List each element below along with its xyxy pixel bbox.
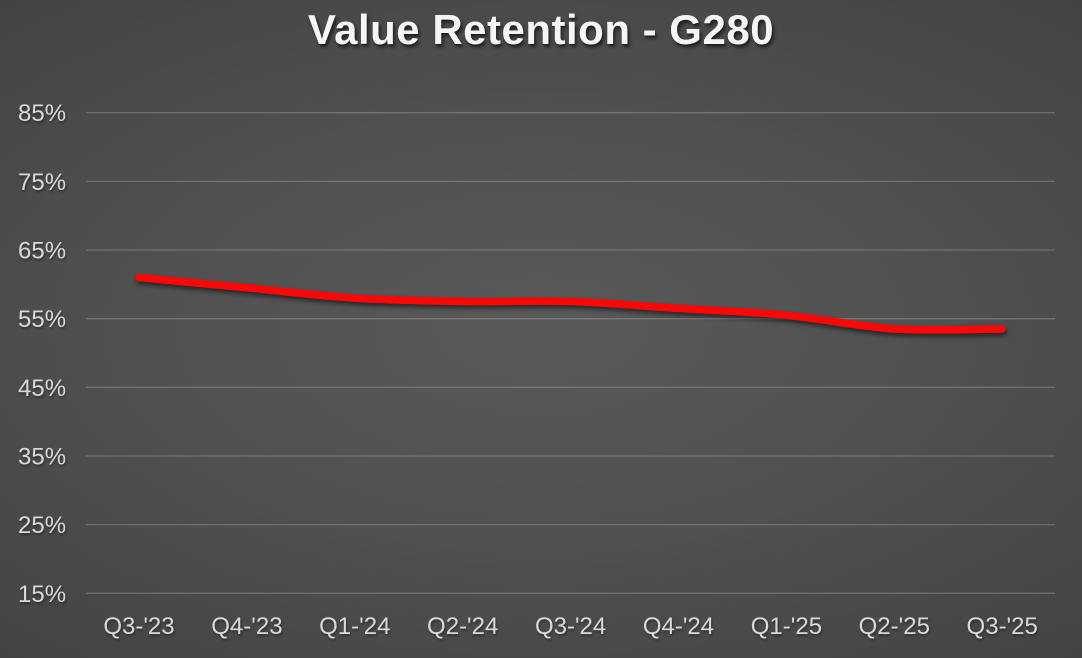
y-axis-tick-label: 65% xyxy=(18,238,66,265)
y-axis-tick-label: 35% xyxy=(18,443,66,470)
x-axis-tick-label: Q1-'25 xyxy=(751,613,822,640)
x-axis-tick-label: Q3-'24 xyxy=(535,613,606,640)
y-axis-labels: 15% 25% 35% 45% 55% 65% 75% 85% xyxy=(18,100,66,608)
x-axis-tick-label: Q3-'25 xyxy=(967,613,1038,640)
x-axis-tick-label: Q2-'24 xyxy=(427,613,498,640)
x-axis-tick-label: Q3-'23 xyxy=(103,613,174,640)
y-axis-tick-label: 75% xyxy=(18,169,66,196)
x-axis-tick-label: Q1-'24 xyxy=(319,613,390,640)
y-axis-tick-label: 25% xyxy=(18,512,66,539)
gridlines xyxy=(86,112,1055,594)
retention-line xyxy=(135,273,1006,334)
x-axis-tick-label: Q2-'25 xyxy=(859,613,930,640)
y-axis-tick-label: 45% xyxy=(18,375,66,402)
x-axis-tick-label: Q4-'23 xyxy=(211,613,282,640)
x-axis-tick-label: Q4-'24 xyxy=(643,613,714,640)
chart-title: Value Retention - G280 xyxy=(307,6,775,53)
y-axis-tick-label: 55% xyxy=(18,306,66,333)
y-axis-tick-label: 15% xyxy=(18,581,66,608)
y-axis-tick-label: 85% xyxy=(18,100,66,127)
x-axis-labels: Q3-'23 Q4-'23 Q1-'24 Q2-'24 Q3-'24 Q4-'24 Q1-'… xyxy=(103,613,1037,640)
